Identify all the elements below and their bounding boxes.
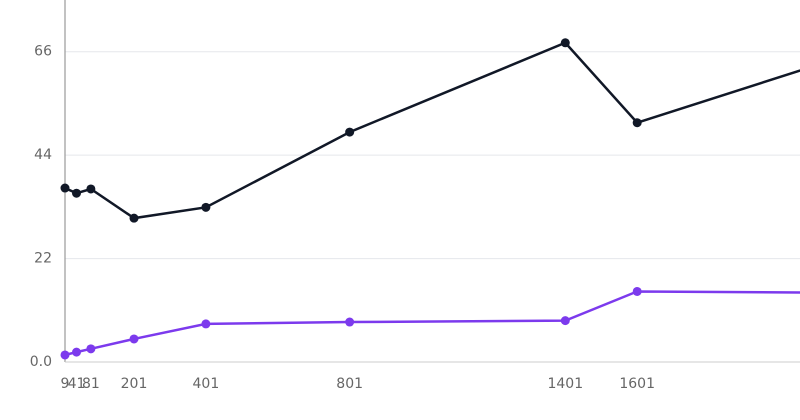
- line: [64, 290, 800, 357]
- point: [632, 286, 642, 296]
- point: [129, 334, 139, 344]
- y-tick-label: 22: [34, 251, 52, 267]
- line: [64, 41, 800, 220]
- x-tick-label: 1601: [619, 376, 655, 392]
- point: [345, 317, 355, 327]
- point: [86, 184, 96, 194]
- y-tick-label: 44: [34, 147, 52, 163]
- x-tick-label: 9: [61, 376, 70, 392]
- point: [72, 347, 82, 357]
- x-tick-label: 41: [68, 376, 86, 392]
- point: [60, 350, 70, 360]
- x-tick-label: 81: [82, 376, 100, 392]
- point: [72, 188, 82, 198]
- point: [201, 319, 211, 329]
- point: [560, 38, 570, 48]
- y-tick-label: 0.0: [30, 354, 52, 370]
- point: [632, 118, 642, 128]
- x-tick-label: 801: [336, 376, 363, 392]
- point: [201, 202, 211, 212]
- point: [129, 213, 139, 223]
- point: [345, 127, 355, 137]
- plot-area: [60, 38, 800, 360]
- point: [60, 183, 70, 193]
- x-tick-label: 401: [193, 376, 220, 392]
- x-tick-label: 1401: [547, 376, 583, 392]
- x-tick-label: 201: [121, 376, 148, 392]
- point: [560, 316, 570, 326]
- point: [86, 344, 96, 354]
- y-tick-label: 66: [34, 44, 52, 60]
